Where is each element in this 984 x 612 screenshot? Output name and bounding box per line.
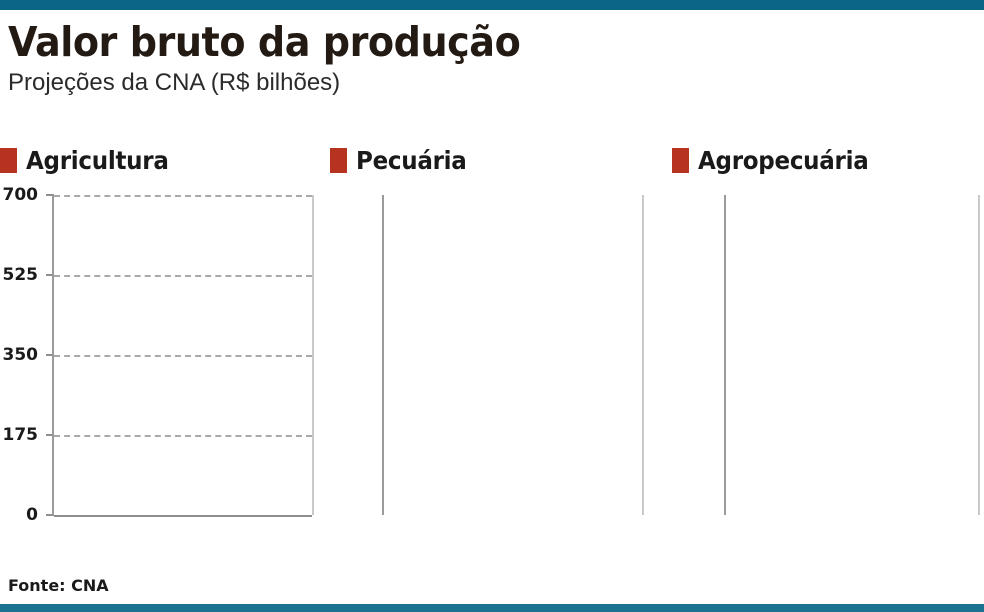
y-axis-tick-mark — [46, 434, 54, 436]
legend-swatch-icon — [672, 147, 689, 173]
top-accent-rule — [0, 0, 984, 10]
y-axis-tick-label: 0 — [26, 505, 38, 525]
bar-group — [726, 195, 978, 515]
x-axis-band — [724, 523, 980, 555]
plot-area-agricultura: 0 175 350 525 700 — [0, 185, 318, 560]
y-axis-tick-mark — [46, 194, 54, 196]
gridline — [54, 275, 312, 277]
legend-swatch-icon — [0, 147, 17, 173]
chart-panel-pecuaria: Pecuária — [330, 140, 648, 560]
plot-canvas — [52, 195, 314, 517]
plot-canvas — [724, 195, 980, 515]
page-title: Valor bruto da produção — [8, 18, 521, 66]
y-axis-tick-mark — [46, 274, 54, 276]
y-axis-tick-label: 700 — [2, 185, 39, 205]
gridline — [54, 195, 312, 197]
plot-canvas — [382, 195, 644, 515]
axis-baseline — [54, 515, 312, 517]
chart-panels-row: Agricultura 0 175 350 525 700 Pecuária Agrop… — [0, 140, 984, 560]
legend-agropecuaria: Agropecuária — [672, 140, 883, 180]
y-axis-tick-label: 525 — [2, 265, 39, 285]
bar-group — [384, 195, 642, 515]
legend-label: Agricultura — [26, 145, 169, 175]
legend-agricultura: Agricultura — [0, 140, 181, 180]
gridline — [54, 435, 312, 437]
y-axis-tick-label: 350 — [2, 345, 39, 365]
y-axis: 0 175 350 525 700 — [0, 185, 54, 525]
legend-label: Pecuária — [356, 145, 467, 175]
chart-panel-agricultura: Agricultura 0 175 350 525 700 — [0, 140, 318, 560]
legend-label: Agropecuária — [698, 145, 869, 175]
chart-header: Valor bruto da produção Projeções da CNA… — [8, 18, 968, 98]
gridline — [54, 355, 312, 357]
plot-area-agropecuaria — [672, 195, 984, 560]
bottom-accent-rule — [0, 604, 984, 612]
x-axis-band — [382, 523, 644, 555]
x-axis-band — [52, 523, 314, 555]
page-subtitle: Projeções da CNA (R$ bilhões) — [8, 69, 341, 96]
y-axis-tick-mark — [46, 354, 54, 356]
y-axis — [330, 195, 374, 515]
legend-swatch-icon — [330, 147, 347, 173]
legend-pecuaria: Pecuária — [330, 140, 476, 180]
y-axis-tick-label: 175 — [2, 425, 39, 445]
chart-panel-agropecuaria: Agropecuária — [672, 140, 984, 560]
y-axis-tick-mark — [46, 514, 54, 516]
source-note: Fonte: CNA — [8, 576, 109, 595]
plot-area-pecuaria — [330, 195, 648, 560]
y-axis — [672, 195, 716, 515]
